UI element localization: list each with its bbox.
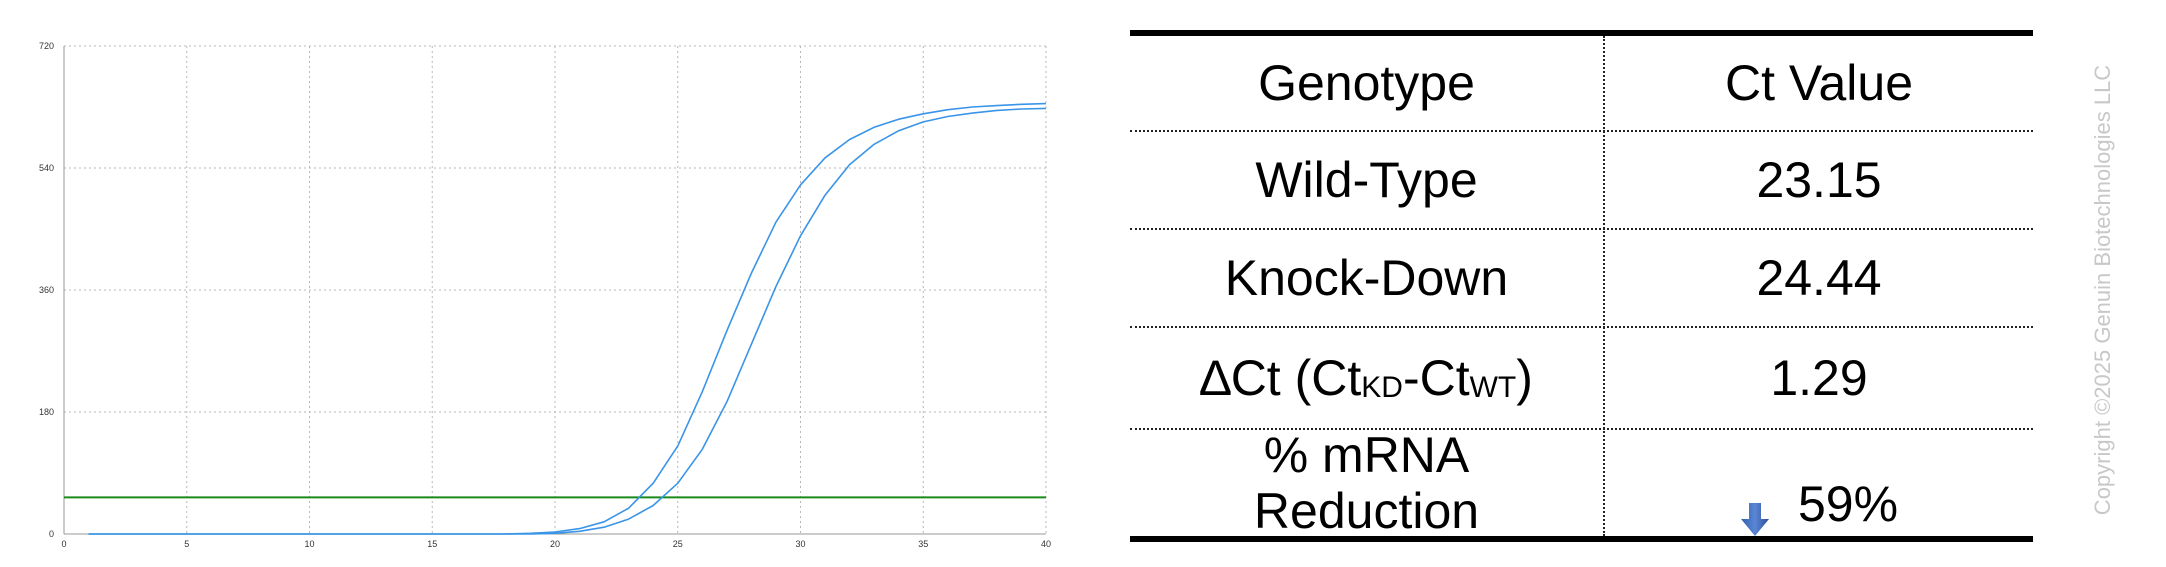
table-column-divider (1603, 36, 1605, 536)
copyright-watermark: Copyright ©2025 Genuin Biotechnologies L… (2090, 64, 2115, 516)
row-divider (1130, 228, 2033, 230)
delta-ct-sub-wt: WT (1469, 371, 1517, 404)
delta-ct-label: ∆Ct (Ct KD -Ct WT) (1130, 328, 1603, 428)
mrna-reduction-value: 59% (1797, 476, 1899, 532)
x-tick-label: 10 (304, 539, 314, 549)
y-tick-label: 720 (39, 41, 54, 51)
y-tick-label: 180 (39, 407, 54, 417)
table-bottom-rule (1130, 536, 2033, 542)
x-tick-label: 5 (184, 539, 189, 549)
amplification-curve-1 (88, 102, 1047, 535)
header-genotype: Genotype (1258, 55, 1475, 111)
mrna-reduction-line1: % mRNA (1263, 427, 1470, 483)
header-ct-value: Ct Value (1724, 55, 1914, 111)
ct-results-table: Genotype Ct Value Wild-Type 23.15 Knock-… (1130, 30, 2033, 542)
mrna-reduction-line2: Reduction (1253, 483, 1480, 539)
row-divider (1130, 130, 2033, 132)
row-divider (1130, 428, 2033, 430)
mrna-reduction-value-cell: 59% (1605, 430, 2033, 536)
row-divider (1130, 326, 2033, 328)
delta-ct-sub-kd: KD (1361, 371, 1403, 404)
amplification-plot: 0 5 10 15 20 25 30 35 40 0 180 360 540 720 (39, 41, 1051, 549)
y-tick-label: 540 (39, 163, 54, 173)
ct-knock-down: 24.44 (1756, 250, 1882, 306)
qpcr-amplification-chart: 0 5 10 15 20 25 30 35 40 0 180 360 540 720 (0, 0, 1080, 567)
down-arrow-icon (1740, 492, 1770, 536)
y-tick-label: 360 (39, 285, 54, 295)
delta-ct-label-post: ) (1516, 350, 1533, 406)
delta-ct-label-pre: ∆Ct (Ct (1200, 350, 1362, 406)
x-tick-label: 40 (1041, 539, 1051, 549)
genotype-wild-type: Wild-Type (1255, 152, 1478, 208)
x-tick-label: 25 (673, 539, 683, 549)
delta-ct-value: 1.29 (1770, 350, 1868, 406)
x-tick-label: 0 (61, 539, 66, 549)
x-tick-label: 35 (918, 539, 928, 549)
amplification-curve-2 (88, 107, 1047, 535)
x-tick-label: 15 (427, 539, 437, 549)
y-tick-label: 0 (49, 529, 54, 539)
x-tick-label: 20 (550, 539, 560, 549)
table-top-rule (1130, 30, 2033, 36)
genotype-knock-down: Knock-Down (1224, 250, 1509, 306)
ct-wild-type: 23.15 (1756, 152, 1882, 208)
x-tick-label: 30 (795, 539, 805, 549)
delta-ct-label-mid: -Ct (1402, 350, 1470, 406)
mrna-reduction-label: % mRNA Reduction (1130, 427, 1603, 539)
